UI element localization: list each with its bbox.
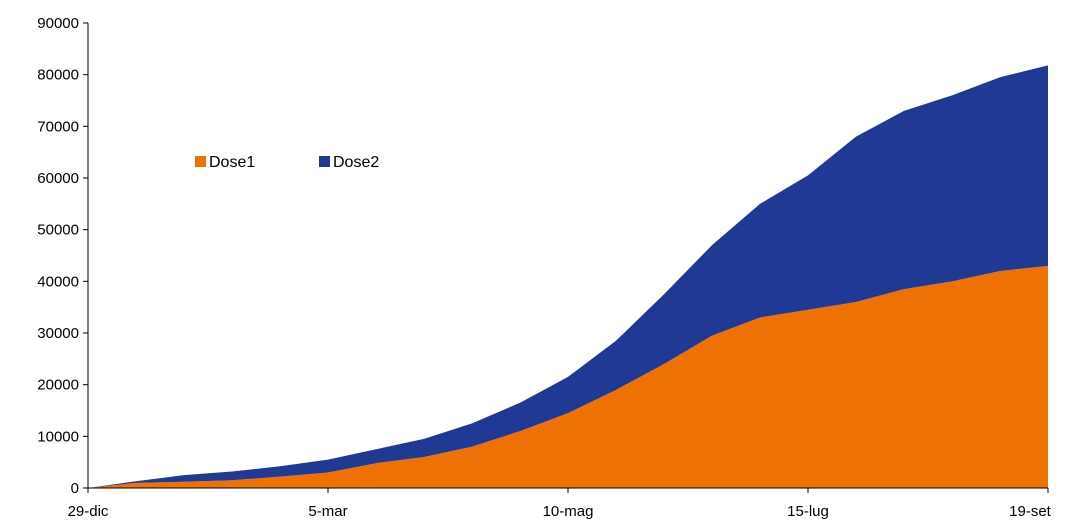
y-tick-label: 70000 [37, 118, 79, 135]
y-tick-label: 30000 [37, 325, 79, 342]
y-axis-ticks: 0 10000 20000 30000 40000 50000 60000 70000 8000… [37, 15, 88, 497]
y-tick-label: 40000 [37, 273, 79, 290]
legend-swatch-dose2 [319, 156, 330, 167]
legend-label-dose2: Dose2 [333, 154, 379, 171]
legend-item-dose1[interactable]: Dose1 [195, 154, 255, 171]
legend: Dose1 Dose2 [195, 154, 379, 171]
x-tick-label: 15-lug [787, 503, 829, 520]
y-tick-label: 50000 [37, 222, 79, 239]
y-tick-label: 10000 [37, 428, 79, 445]
x-tick-label: 10-mag [543, 503, 594, 520]
x-tick-label: 5-mar [308, 503, 347, 520]
legend-label-dose1: Dose1 [209, 154, 255, 171]
y-tick-label: 60000 [37, 170, 79, 187]
y-tick-label: 20000 [37, 377, 79, 394]
area-dose1 [88, 265, 1048, 488]
area-dose2 [88, 65, 1048, 489]
legend-item-dose2[interactable]: Dose2 [319, 154, 379, 171]
stacked-areas [88, 65, 1048, 489]
legend-swatch-dose1 [195, 156, 206, 167]
x-tick-label: 29-dic [68, 503, 109, 520]
y-tick-label: 80000 [37, 67, 79, 84]
x-tick-label: 19-set [1009, 503, 1052, 520]
y-tick-label: 90000 [37, 15, 79, 32]
y-tick-label: 0 [71, 480, 79, 497]
x-axis-ticks: 29-dic 5-mar 10-mag 15-lug 19-set [68, 488, 1052, 520]
